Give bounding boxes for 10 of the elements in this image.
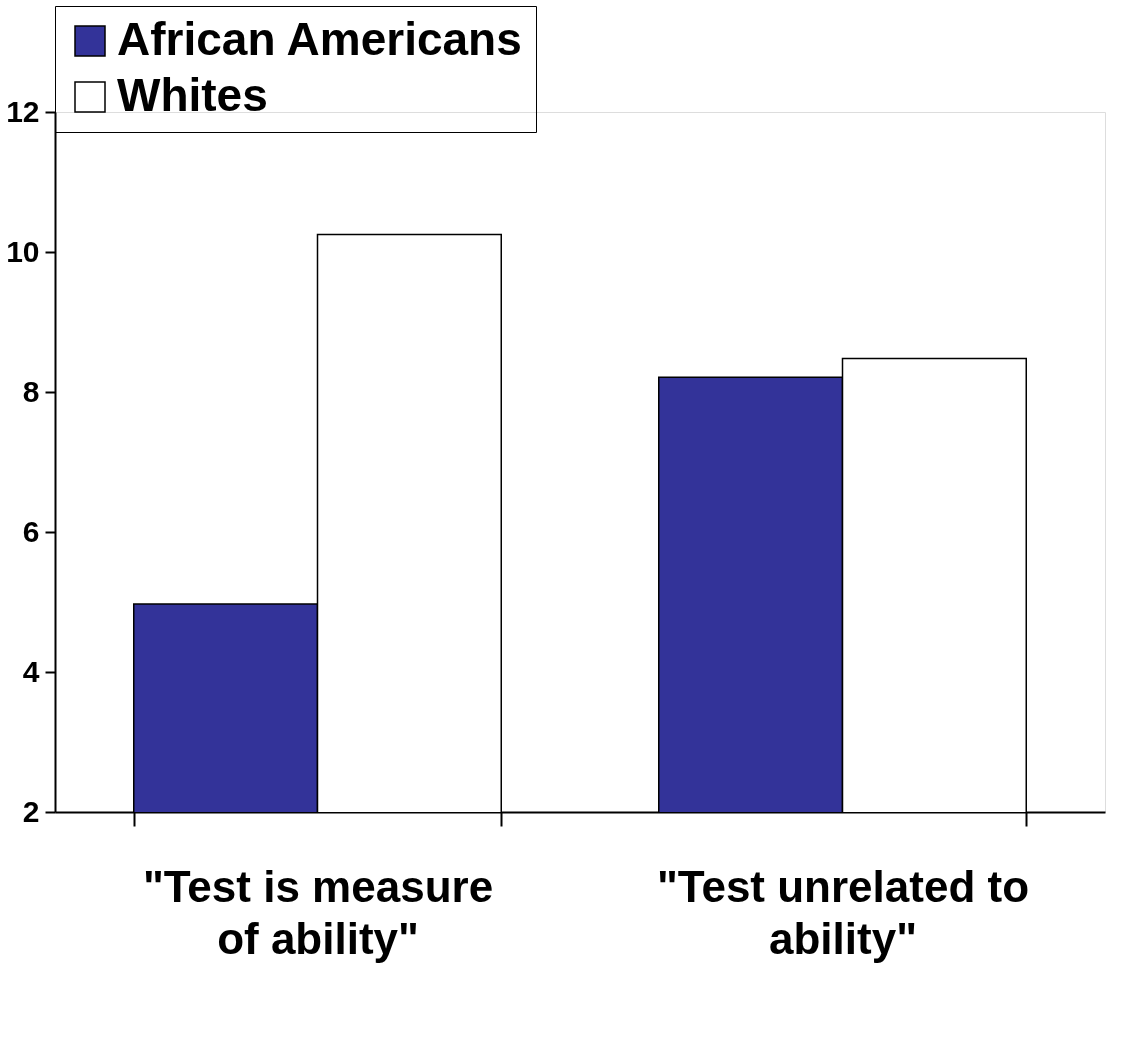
y-tick-label: 8 bbox=[22, 374, 40, 408]
legend-label: Whites bbox=[117, 69, 268, 121]
y-tick-label: 12 bbox=[6, 94, 40, 128]
x-tick-label: "Test unrelated to ability" bbox=[656, 861, 1030, 963]
x-tick-label: "Test is measure of ability" bbox=[142, 861, 494, 963]
y-tick-label: 6 bbox=[22, 514, 40, 548]
y-tick-label: 10 bbox=[6, 234, 40, 268]
legend-label: African Americans bbox=[117, 13, 522, 65]
y-tick-label: 4 bbox=[22, 654, 40, 688]
y-tick-label: 2 bbox=[22, 794, 40, 828]
